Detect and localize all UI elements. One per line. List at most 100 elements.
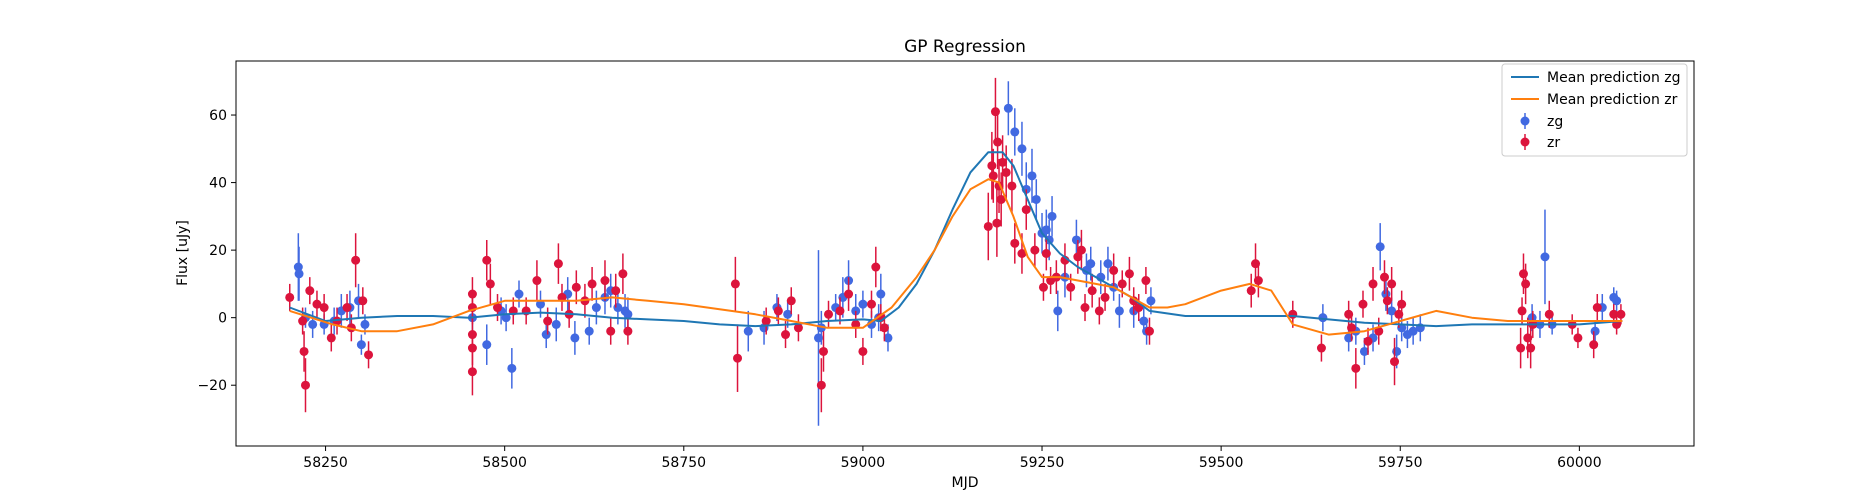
point-zr-62 bbox=[996, 194, 1006, 204]
point-zr-29 bbox=[571, 282, 581, 292]
point-zr-13 bbox=[364, 350, 374, 360]
point-zg-60 bbox=[1103, 259, 1113, 269]
point-zg-46 bbox=[1017, 144, 1027, 154]
legend-label-mean-zr: Mean prediction zr bbox=[1547, 92, 1678, 108]
point-zr-55 bbox=[983, 221, 993, 231]
point-zr-108 bbox=[1517, 306, 1527, 316]
point-zr-40 bbox=[773, 306, 783, 316]
point-zg-73 bbox=[1381, 289, 1391, 299]
legend-label-zg: zg bbox=[1547, 114, 1563, 130]
point-zr-114 bbox=[1544, 309, 1554, 319]
point-zg-15 bbox=[507, 363, 517, 373]
point-zg-62 bbox=[1114, 306, 1124, 316]
point-zr-78 bbox=[1080, 303, 1090, 313]
point-zg-54 bbox=[1053, 306, 1063, 316]
point-zg-74 bbox=[1387, 306, 1397, 316]
point-zr-32 bbox=[600, 276, 610, 286]
point-zr-103 bbox=[1387, 279, 1397, 289]
point-zg-23 bbox=[591, 303, 601, 313]
legend-marker-zg bbox=[1520, 116, 1530, 126]
point-zg-75 bbox=[1392, 346, 1402, 356]
plot-frame bbox=[235, 60, 1695, 447]
point-zr-11 bbox=[351, 255, 361, 265]
point-zr-117 bbox=[1589, 340, 1599, 350]
point-zg-17 bbox=[535, 299, 545, 309]
point-zr-49 bbox=[851, 319, 861, 329]
point-zr-89 bbox=[1246, 286, 1256, 296]
point-zr-57 bbox=[988, 171, 998, 181]
point-zr-34 bbox=[611, 286, 621, 296]
point-zr-80 bbox=[1094, 306, 1104, 316]
point-zr-42 bbox=[786, 296, 796, 306]
point-zr-70 bbox=[1038, 282, 1048, 292]
point-zr-96 bbox=[1351, 363, 1361, 373]
point-zr-44 bbox=[816, 380, 826, 390]
point-zr-67 bbox=[1017, 249, 1027, 258]
point-zg-39 bbox=[858, 299, 868, 309]
x-tick-label-58500: 58500 bbox=[482, 455, 527, 471]
point-zg-32 bbox=[783, 309, 793, 319]
point-zr-31 bbox=[587, 279, 597, 289]
point-zg-56 bbox=[1071, 235, 1081, 245]
point-zr-64 bbox=[1001, 167, 1011, 177]
point-zr-37 bbox=[730, 279, 740, 289]
x-tick-label-59000: 59000 bbox=[841, 455, 886, 471]
x-axis-label: MJD bbox=[952, 475, 979, 491]
point-zr-51 bbox=[867, 299, 877, 309]
point-zr-121 bbox=[1616, 309, 1626, 319]
y-tick-label--20: −20 bbox=[197, 378, 227, 394]
point-zr-35 bbox=[618, 269, 628, 279]
point-zr-52 bbox=[871, 262, 881, 272]
point-zr-95 bbox=[1347, 323, 1357, 333]
point-zr-87 bbox=[1141, 276, 1151, 286]
point-zr-93 bbox=[1316, 343, 1326, 353]
point-zr-27 bbox=[557, 292, 567, 302]
legend-label-mean-zg: Mean prediction zg bbox=[1547, 70, 1681, 86]
point-zr-59 bbox=[992, 218, 1002, 228]
point-zr-38 bbox=[733, 353, 743, 363]
point-zr-118 bbox=[1592, 303, 1602, 313]
point-zr-46 bbox=[824, 309, 834, 319]
point-zr-9 bbox=[342, 303, 352, 313]
point-zg-1 bbox=[294, 269, 304, 279]
point-zr-63 bbox=[998, 157, 1008, 167]
x-tick-label-59500: 59500 bbox=[1199, 455, 1244, 471]
point-zr-75 bbox=[1066, 282, 1076, 292]
point-zr-45 bbox=[818, 346, 828, 356]
point-zr-20 bbox=[485, 279, 495, 289]
point-zr-60 bbox=[993, 137, 1003, 147]
point-zr-102 bbox=[1382, 296, 1392, 306]
point-zg-19 bbox=[551, 319, 561, 329]
x-tick-label-58750: 58750 bbox=[662, 455, 707, 471]
point-zr-7 bbox=[326, 333, 336, 343]
point-zg-48 bbox=[1027, 171, 1037, 181]
point-zr-56 bbox=[987, 161, 997, 171]
point-zg-72 bbox=[1375, 242, 1385, 252]
y-tick-label-60: 60 bbox=[209, 108, 227, 124]
point-zr-33 bbox=[606, 326, 616, 336]
point-zr-109 bbox=[1518, 269, 1528, 279]
x-tick-label-59750: 59750 bbox=[1378, 455, 1423, 471]
point-zr-82 bbox=[1109, 265, 1119, 275]
point-zr-83 bbox=[1117, 279, 1127, 289]
point-zr-4 bbox=[305, 286, 315, 296]
point-zg-45 bbox=[1010, 127, 1020, 137]
point-zg-53 bbox=[1047, 211, 1057, 221]
point-zr-110 bbox=[1521, 279, 1531, 289]
point-zg-9 bbox=[356, 340, 366, 350]
point-zg-12 bbox=[482, 340, 492, 350]
point-zr-24 bbox=[532, 276, 542, 286]
point-zr-12 bbox=[358, 296, 368, 306]
point-zr-66 bbox=[1010, 238, 1020, 248]
point-zr-92 bbox=[1288, 309, 1298, 319]
point-zr-54 bbox=[879, 323, 889, 333]
point-zr-47 bbox=[835, 306, 845, 316]
y-tick-label-0: 0 bbox=[218, 311, 227, 327]
point-zg-42 bbox=[876, 289, 886, 299]
point-zg-70 bbox=[1359, 346, 1369, 356]
point-zg-43 bbox=[883, 333, 893, 343]
point-zr-112 bbox=[1526, 343, 1536, 353]
point-zr-101 bbox=[1379, 272, 1389, 282]
point-zr-0 bbox=[285, 292, 295, 302]
axes: 58250 58500 58750 59000 59250 59500 59750 60000… bbox=[197, 108, 1601, 471]
